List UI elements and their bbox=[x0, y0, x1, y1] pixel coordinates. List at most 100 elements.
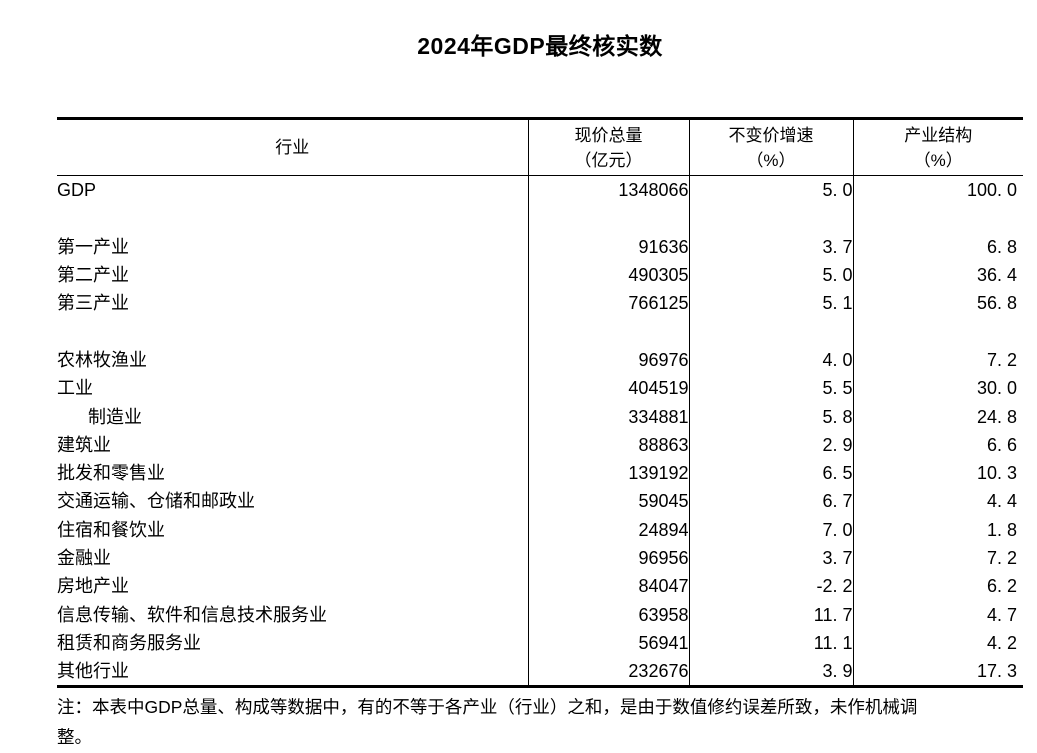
growth-cell: 11. 7 bbox=[688, 600, 853, 629]
table-row: 交通运输、仓储和邮政业 59045 6. 7 4. 4 bbox=[57, 487, 1023, 516]
header-current-price-line2: （亿元） bbox=[574, 150, 643, 170]
growth-cell bbox=[688, 204, 853, 233]
industry-cell: 交通运输、仓储和邮政业 bbox=[57, 491, 255, 512]
header-share-line2: （%） bbox=[913, 150, 963, 170]
growth-cell bbox=[688, 317, 853, 346]
footnote-line2: 整。 bbox=[57, 727, 92, 747]
table-row: 建筑业 88863 2. 9 6. 6 bbox=[57, 430, 1023, 459]
share-cell: 30. 0 bbox=[852, 374, 1023, 403]
share-cell: 56. 8 bbox=[852, 289, 1023, 318]
current-price-cell: 404519 bbox=[527, 374, 689, 403]
table-row: 第一产业 91636 3. 7 6. 8 bbox=[57, 232, 1023, 261]
growth-cell: 2. 9 bbox=[688, 430, 853, 459]
current-price-cell: 490305 bbox=[527, 260, 689, 290]
current-price-cell: 1348066 bbox=[527, 175, 689, 205]
share-cell: 7. 2 bbox=[852, 345, 1023, 375]
industry-cell: GDP bbox=[57, 180, 97, 201]
growth-cell: 5. 0 bbox=[688, 175, 853, 205]
table-row: 住宿和餐饮业 24894 7. 0 1. 8 bbox=[57, 515, 1023, 544]
page-title: 2024年GDP最终核实数 bbox=[417, 33, 663, 59]
growth-cell: 3. 7 bbox=[688, 232, 853, 261]
growth-cell: 6. 5 bbox=[688, 458, 853, 488]
industry-cell: 住宿和餐饮业 bbox=[57, 519, 165, 540]
current-price-cell: 56941 bbox=[527, 628, 689, 658]
header-industry-label: 行业 bbox=[275, 138, 310, 157]
header-row: 行业 现价总量 （亿元） 不变价增速 （%） 产业结构 （%） bbox=[57, 118, 1023, 176]
growth-cell: 5. 5 bbox=[688, 374, 853, 403]
table-row-blank bbox=[57, 317, 1023, 346]
current-price-cell: 96976 bbox=[527, 345, 689, 375]
growth-cell: 5. 1 bbox=[688, 289, 853, 318]
growth-cell: 5. 0 bbox=[688, 260, 853, 290]
table-row: 其他行业 232676 3. 9 17. 3 bbox=[57, 657, 1023, 687]
header-growth-line1: 不变价增速 bbox=[728, 125, 814, 145]
current-price-cell: 96956 bbox=[527, 543, 689, 573]
share-cell: 100. 0 bbox=[852, 175, 1023, 205]
industry-cell: 第一产业 bbox=[57, 236, 129, 257]
share-cell: 17. 3 bbox=[852, 657, 1023, 687]
share-cell: 7. 2 bbox=[852, 543, 1023, 573]
header-share-line1: 产业结构 bbox=[904, 125, 973, 145]
current-price-cell: 84047 bbox=[527, 572, 689, 601]
share-cell: 10. 3 bbox=[852, 458, 1023, 488]
industry-cell: 制造业 bbox=[88, 406, 142, 427]
header-current-price: 现价总量 （亿元） bbox=[527, 118, 689, 176]
table-row: 制造业 334881 5. 8 24. 8 bbox=[57, 402, 1023, 431]
table-row: 金融业 96956 3. 7 7. 2 bbox=[57, 543, 1023, 573]
share-cell bbox=[852, 317, 1023, 346]
table-row: 批发和零售业 139192 6. 5 10. 3 bbox=[57, 458, 1023, 488]
header-share: 产业结构 （%） bbox=[852, 118, 1023, 176]
industry-cell: 批发和零售业 bbox=[57, 463, 165, 484]
current-price-cell: 88863 bbox=[527, 430, 689, 459]
table-row: 工业 404519 5. 5 30. 0 bbox=[57, 374, 1023, 403]
current-price-cell: 59045 bbox=[527, 487, 689, 516]
industry-cell: 租赁和商务服务业 bbox=[57, 632, 201, 653]
growth-cell: 11. 1 bbox=[688, 628, 853, 658]
industry-cell bbox=[57, 317, 528, 345]
header-growth-line2: （%） bbox=[746, 150, 796, 170]
industry-cell: 信息传输、软件和信息技术服务业 bbox=[57, 604, 327, 625]
industry-cell: 房地产业 bbox=[57, 576, 129, 597]
header-current-price-line1: 现价总量 bbox=[574, 125, 643, 145]
growth-cell: 7. 0 bbox=[688, 515, 853, 544]
table-header: 行业 现价总量 （亿元） 不变价增速 （%） 产业结构 （%） bbox=[57, 118, 1023, 176]
industry-cell: 金融业 bbox=[57, 548, 111, 568]
current-price-cell bbox=[527, 204, 689, 233]
current-price-cell: 766125 bbox=[527, 289, 689, 318]
footnote: 注：本表中GDP总量、构成等数据中，有的不等于各产业（行业）之和，是由于数值修约… bbox=[57, 692, 1037, 752]
share-cell: 4. 4 bbox=[852, 487, 1023, 516]
header-growth: 不变价增速 （%） bbox=[688, 118, 853, 176]
current-price-cell: 24894 bbox=[527, 515, 689, 544]
growth-cell: 3. 7 bbox=[688, 543, 853, 573]
table-row: 农林牧渔业 96976 4. 0 7. 2 bbox=[57, 345, 1023, 375]
table-row: GDP 1348066 5. 0 100. 0 bbox=[57, 175, 1023, 205]
share-cell: 6. 2 bbox=[852, 572, 1023, 601]
growth-cell: 3. 9 bbox=[688, 657, 853, 687]
table-row-blank bbox=[57, 204, 1023, 233]
industry-cell: 第二产业 bbox=[57, 265, 129, 286]
share-cell: 24. 8 bbox=[852, 402, 1023, 431]
current-price-cell bbox=[527, 317, 689, 346]
growth-cell: 4. 0 bbox=[688, 345, 853, 375]
current-price-cell: 91636 bbox=[527, 232, 689, 261]
share-cell: 36. 4 bbox=[852, 260, 1023, 290]
share-cell: 6. 6 bbox=[852, 430, 1023, 459]
share-cell: 1. 8 bbox=[852, 515, 1023, 544]
table-row: 租赁和商务服务业 56941 11. 1 4. 2 bbox=[57, 628, 1023, 658]
growth-cell: 5. 8 bbox=[688, 402, 853, 431]
table-row: 信息传输、软件和信息技术服务业 63958 11. 7 4. 7 bbox=[57, 600, 1023, 629]
industry-cell: 建筑业 bbox=[57, 434, 111, 455]
table-row: 房地产业 84047 -2. 2 6. 2 bbox=[57, 572, 1023, 601]
current-price-cell: 232676 bbox=[527, 657, 689, 687]
footnote-line1: 注：本表中GDP总量、构成等数据中，有的不等于各产业（行业）之和，是由于数值修约… bbox=[57, 697, 918, 717]
header-industry: 行业 bbox=[57, 118, 528, 176]
growth-cell: -2. 2 bbox=[688, 572, 853, 601]
current-price-cell: 334881 bbox=[527, 402, 689, 431]
gdp-table: 行业 现价总量 （亿元） 不变价增速 （%） 产业结构 （%） GDP 13480… bbox=[57, 117, 1023, 689]
share-cell: 4. 7 bbox=[852, 600, 1023, 629]
industry-cell: 第三产业 bbox=[57, 293, 129, 314]
industry-cell: 其他行业 bbox=[57, 661, 129, 682]
table-row: 第三产业 766125 5. 1 56. 8 bbox=[57, 289, 1023, 318]
current-price-cell: 63958 bbox=[527, 600, 689, 629]
